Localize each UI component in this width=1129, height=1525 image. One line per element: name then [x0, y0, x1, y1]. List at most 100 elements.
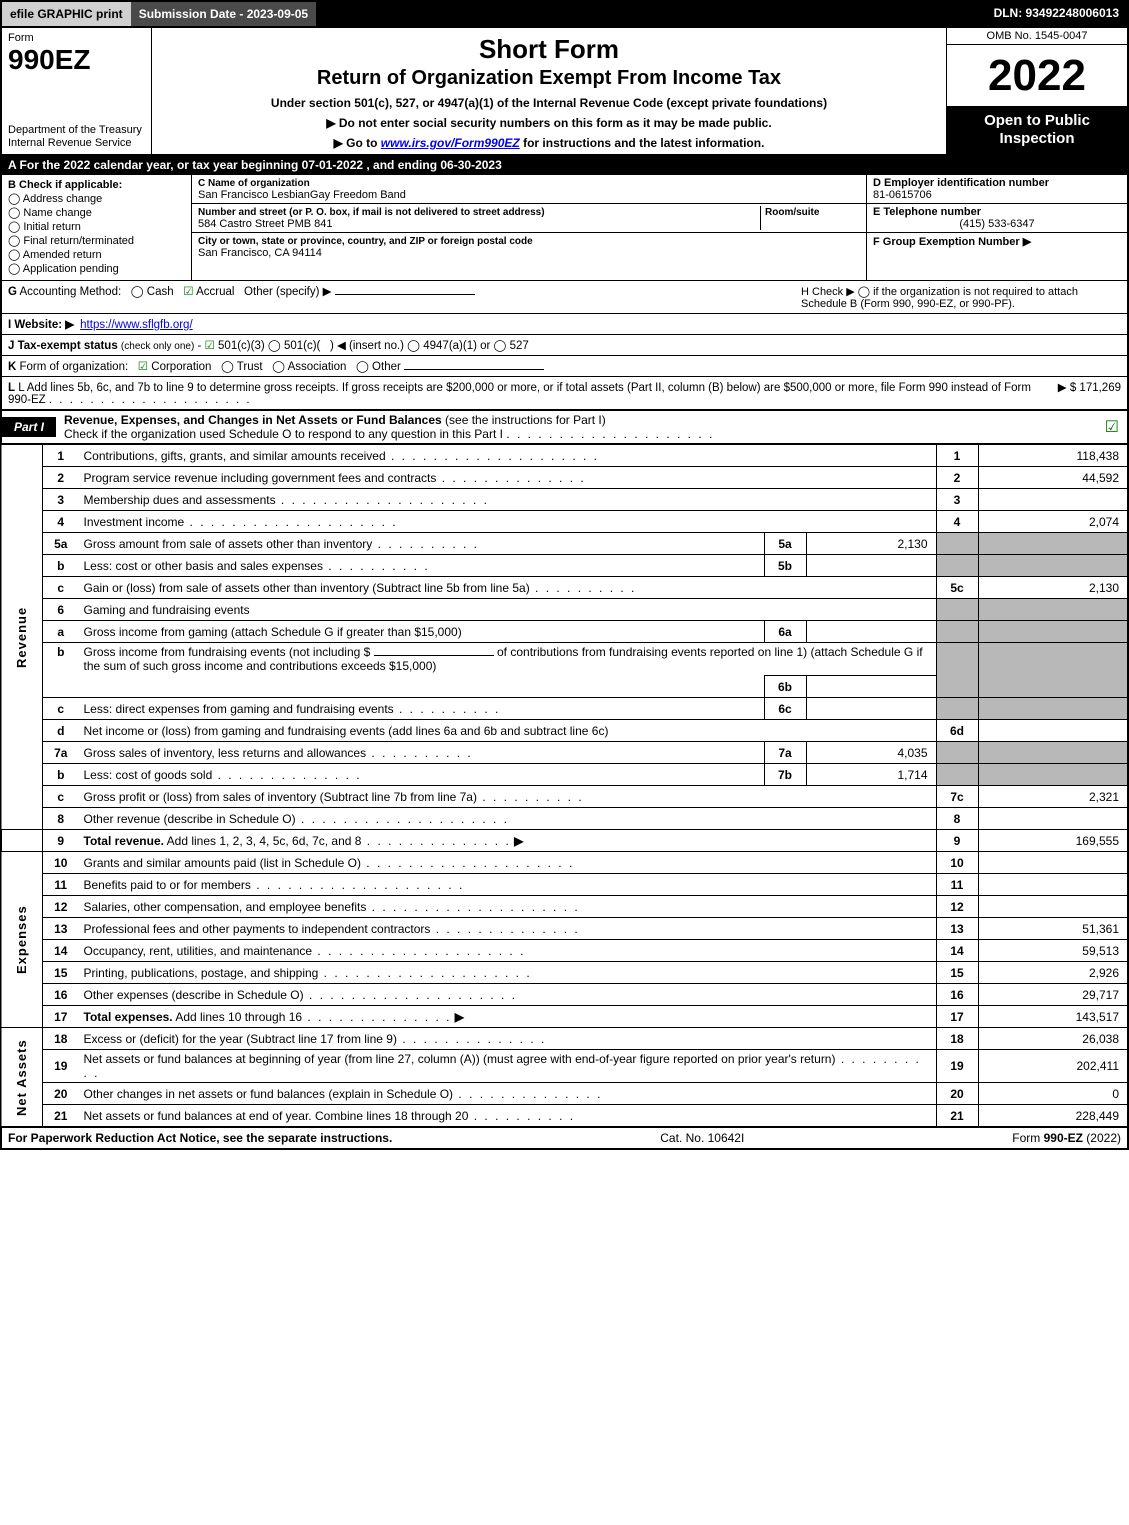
- org-name-row: C Name of organization San Francisco Les…: [192, 175, 866, 204]
- footer-paperwork: For Paperwork Reduction Act Notice, see …: [8, 1131, 392, 1145]
- page-footer: For Paperwork Reduction Act Notice, see …: [0, 1127, 1129, 1150]
- line-8: 8 Other revenue (describe in Schedule O)…: [1, 808, 1128, 830]
- ein-value: 81-0615706: [873, 189, 932, 201]
- amt-8: [978, 808, 1128, 830]
- accounting-method: G Accounting Method: ◯ Cash ☑ Accrual Ot…: [8, 284, 475, 298]
- org-city: San Francisco, CA 94114: [198, 247, 322, 259]
- amt-11: [978, 874, 1128, 896]
- line-7b: b Less: cost of goods sold 7b 1,714: [1, 764, 1128, 786]
- line-l-text: L L Add lines 5b, 6c, and 7b to line 9 t…: [8, 382, 1044, 406]
- line-2: 2 Program service revenue including gove…: [1, 467, 1128, 489]
- submission-date: Submission Date - 2023-09-05: [131, 2, 316, 26]
- line-3: 3 Membership dues and assessments 3: [1, 489, 1128, 511]
- line-15: 15 Printing, publications, postage, and …: [1, 962, 1128, 984]
- chk-application-pending[interactable]: ◯ Application pending: [8, 262, 185, 275]
- amt-4: 2,074: [978, 511, 1128, 533]
- part-1-header: Part I Revenue, Expenses, and Changes in…: [0, 410, 1129, 444]
- chk-name-change[interactable]: ◯ Name change: [8, 206, 185, 219]
- line-6a: a Gross income from gaming (attach Sched…: [1, 621, 1128, 643]
- chk-final-return[interactable]: ◯ Final return/terminated: [8, 234, 185, 247]
- org-city-row: City or town, state or province, country…: [192, 233, 866, 261]
- inst2-post: for instructions and the latest informat…: [520, 136, 765, 150]
- meta-rows: G Accounting Method: ◯ Cash ☑ Accrual Ot…: [0, 280, 1129, 410]
- lines-table: Revenue 1 Contributions, gifts, grants, …: [0, 444, 1129, 1127]
- line-l-amount: ▶ $ 171,269: [1058, 380, 1121, 394]
- line-5b: b Less: cost or other basis and sales ex…: [1, 555, 1128, 577]
- sidelabel-netassets: Net Assets: [1, 1028, 43, 1127]
- amt-15: 2,926: [978, 962, 1128, 984]
- phone-row: E Telephone number (415) 533-6347: [867, 204, 1127, 233]
- chk-amended-return[interactable]: ◯ Amended return: [8, 248, 185, 261]
- inst2-pre: Go to: [346, 136, 381, 150]
- amt-12: [978, 896, 1128, 918]
- amt-16: 29,717: [978, 984, 1128, 1006]
- footer-formref: Form 990-EZ (2022): [1012, 1131, 1121, 1145]
- header-center: Short Form Return of Organization Exempt…: [152, 28, 947, 154]
- amt-19: 202,411: [978, 1050, 1128, 1083]
- amt-9: 169,555: [978, 830, 1128, 852]
- line-17: 17 Total expenses. Add lines 10 through …: [1, 1006, 1128, 1028]
- line-16: 16 Other expenses (describe in Schedule …: [1, 984, 1128, 1006]
- org-street: 584 Castro Street PMB 841: [198, 218, 333, 230]
- amt-6d: [978, 720, 1128, 742]
- part-1-title-rest: (see the instructions for Part I): [442, 413, 606, 427]
- col-c-org: C Name of organization San Francisco Les…: [192, 175, 867, 280]
- top-bar: efile GRAPHIC print Submission Date - 20…: [0, 0, 1129, 28]
- phone-value: (415) 533-6347: [873, 218, 1121, 230]
- line-13: 13 Professional fees and other payments …: [1, 918, 1128, 940]
- amt-3: [978, 489, 1128, 511]
- chk-initial-return[interactable]: ◯ Initial return: [8, 220, 185, 233]
- amt-21: 228,449: [978, 1105, 1128, 1127]
- instruction-2: ▶ Go to www.irs.gov/Form990EZ for instru…: [160, 136, 938, 150]
- street-label: Number and street (or P. O. box, if mail…: [198, 207, 545, 218]
- row-j-status: J Tax-exempt status (check only one) - ☑…: [2, 334, 1127, 355]
- instruction-1: Do not enter social security numbers on …: [160, 116, 938, 130]
- part-1-check[interactable]: ☑: [1097, 417, 1127, 437]
- website-link[interactable]: https://www.sflgfb.org/: [80, 319, 193, 331]
- room-label: Room/suite: [765, 207, 819, 218]
- amt-17: 143,517: [978, 1006, 1128, 1028]
- line-11: 11 Benefits paid to or for members 11: [1, 874, 1128, 896]
- org-name-label: C Name of organization: [198, 178, 310, 189]
- part-1-label: Part I: [2, 417, 56, 437]
- line-21: 21 Net assets or fund balances at end of…: [1, 1105, 1128, 1127]
- line-6: 6 Gaming and fundraising events: [1, 599, 1128, 621]
- form-of-organization: K Form of organization: ☑ Corporation ◯ …: [8, 359, 544, 373]
- line-4: 4 Investment income 4 2,074: [1, 511, 1128, 533]
- chk-address-change[interactable]: ◯ Address change: [8, 192, 185, 205]
- sub-5a: 2,130: [806, 533, 936, 555]
- line-1: Revenue 1 Contributions, gifts, grants, …: [1, 445, 1128, 467]
- schedule-b-check: H Check ▶ ◯ if the organization is not r…: [801, 285, 1121, 310]
- irs-link[interactable]: www.irs.gov/Form990EZ: [381, 136, 520, 150]
- org-street-row: Number and street (or P. O. box, if mail…: [192, 204, 866, 233]
- city-label: City or town, state or province, country…: [198, 236, 533, 247]
- col-b-title: B Check if applicable:: [8, 179, 185, 191]
- sub-6b: [806, 676, 936, 698]
- phone-label: E Telephone number: [873, 206, 981, 218]
- line-7a: 7a Gross sales of inventory, less return…: [1, 742, 1128, 764]
- sub-5b: [806, 555, 936, 577]
- row-l-gross: L L Add lines 5b, 6c, and 7b to line 9 t…: [2, 376, 1127, 410]
- sub-7b: 1,714: [806, 764, 936, 786]
- ein-row: D Employer identification number 81-0615…: [867, 175, 1127, 204]
- amt-18: 26,038: [978, 1028, 1128, 1050]
- section-a-period: A For the 2022 calendar year, or tax yea…: [0, 156, 1129, 175]
- amt-2: 44,592: [978, 467, 1128, 489]
- efile-label: efile GRAPHIC print: [2, 2, 131, 26]
- form-number: 990EZ: [8, 44, 145, 76]
- amt-10: [978, 852, 1128, 874]
- sidelabel-revenue: Revenue: [1, 445, 43, 830]
- org-info-grid: B Check if applicable: ◯ Address change …: [0, 175, 1129, 280]
- dln-label: DLN: 93492248006013: [986, 2, 1127, 26]
- sub-6c: [806, 698, 936, 720]
- website-label: I Website: ▶: [8, 317, 74, 331]
- line-7c: c Gross profit or (loss) from sales of i…: [1, 786, 1128, 808]
- line-6b: b Gross income from fundraising events (…: [1, 643, 1128, 676]
- line-12: 12 Salaries, other compensation, and emp…: [1, 896, 1128, 918]
- topbar-spacer: [316, 2, 985, 26]
- amt-20: 0: [978, 1083, 1128, 1105]
- title-note: Under section 501(c), 527, or 4947(a)(1)…: [160, 96, 938, 110]
- col-b-checkboxes: B Check if applicable: ◯ Address change …: [2, 175, 192, 280]
- ein-label: D Employer identification number: [873, 177, 1049, 189]
- line-9: 9 Total revenue. Add lines 1, 2, 3, 4, 5…: [1, 830, 1128, 852]
